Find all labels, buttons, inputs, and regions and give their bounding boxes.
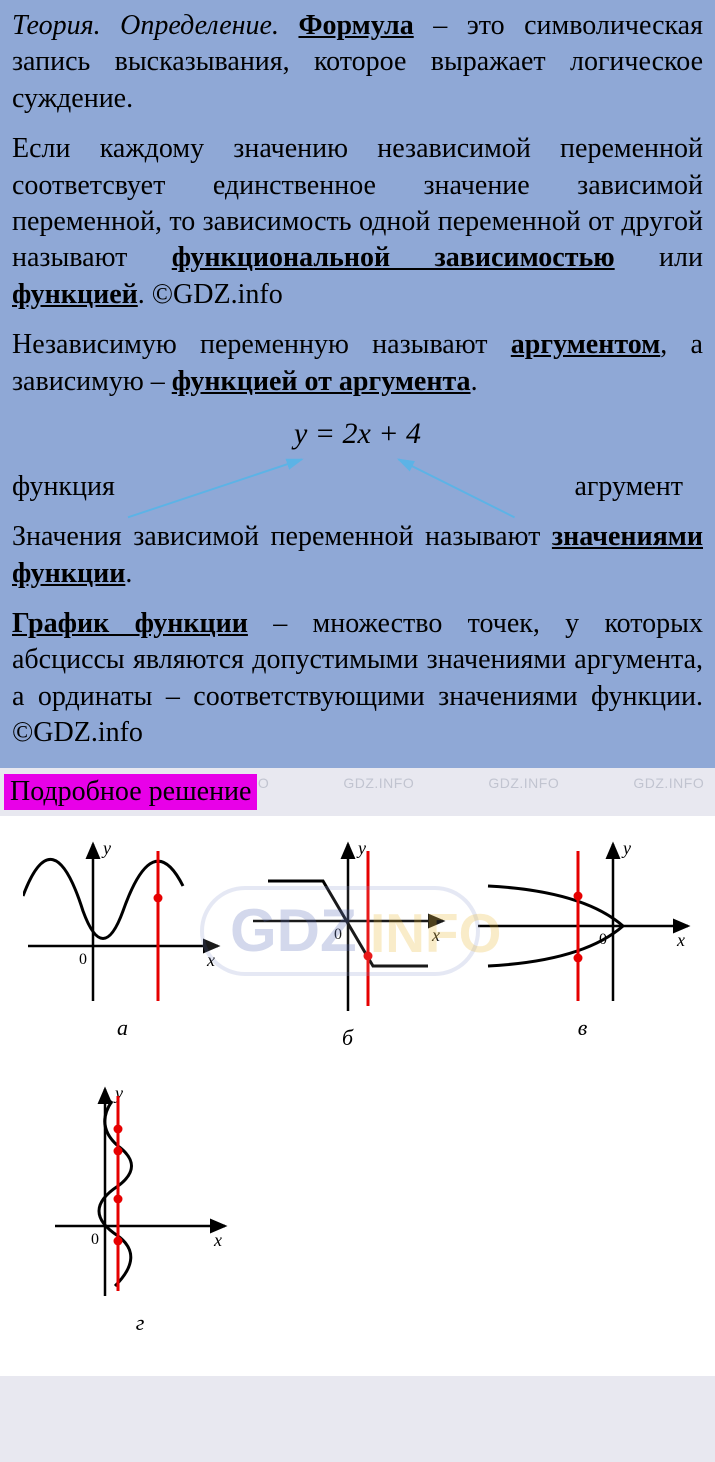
p2b: или [615,242,703,273]
term-func-dep: функциональной зависимостью [172,242,615,273]
svg-text:y: y [621,838,631,858]
svg-text:0: 0 [79,951,87,968]
chart-label: б [248,1025,448,1051]
chart-label: в [473,1015,693,1041]
label-function: функция [12,469,115,505]
svg-text:x: x [676,930,685,950]
chart-г: yx0г [50,1081,230,1336]
theory-para-1: Теория. Определение. Формула – это симво… [12,8,703,117]
formula: y = 2x + 4 [12,414,703,453]
chart-в: yx0в [473,836,693,1051]
term-formula: Формула [298,10,413,41]
term-func-of-arg: функцией от аргумента [172,366,471,397]
p2c: . ©GDZ.info [138,279,283,310]
watermark-cloud [200,886,480,976]
term-argument: аргументом [511,329,660,360]
svg-text:0: 0 [91,1231,99,1248]
p3c: . [471,366,478,397]
theory-block: Теория. Определение. Формула – это симво… [0,0,715,768]
charts-area: yx0аyx0бyx0в yx0г GDZ INFO [0,816,715,1376]
theory-para-4: Значения зависимой переменной называют з… [12,519,703,592]
solution-header: Подробное решение [4,774,257,810]
theory-prefix: Теория. Определение. [12,10,298,41]
theory-para-3: Независимую переменную называют аргумент… [12,327,703,400]
formula-labels: функция агрумент [12,469,703,505]
p4b: . [125,558,132,589]
svg-text:y: y [101,838,111,858]
p3a: Независимую переменную называют [12,329,511,360]
chart-label: а [23,1015,223,1041]
theory-para-2: Если каждому значению независимой переме… [12,131,703,313]
svg-text:x: x [213,1230,222,1250]
term-graph: График функции [12,608,248,639]
term-function: функцией [12,279,138,310]
theory-para-5: График функции – множество точек, у кото… [12,606,703,752]
chart-а: yx0а [23,836,223,1051]
p4a: Значения зависимой переменной называют [12,521,552,552]
chart-row-2: yx0г [10,1081,705,1336]
label-argument: агрумент [574,469,683,505]
svg-text:y: y [356,838,366,858]
chart-label: г [50,1310,230,1336]
